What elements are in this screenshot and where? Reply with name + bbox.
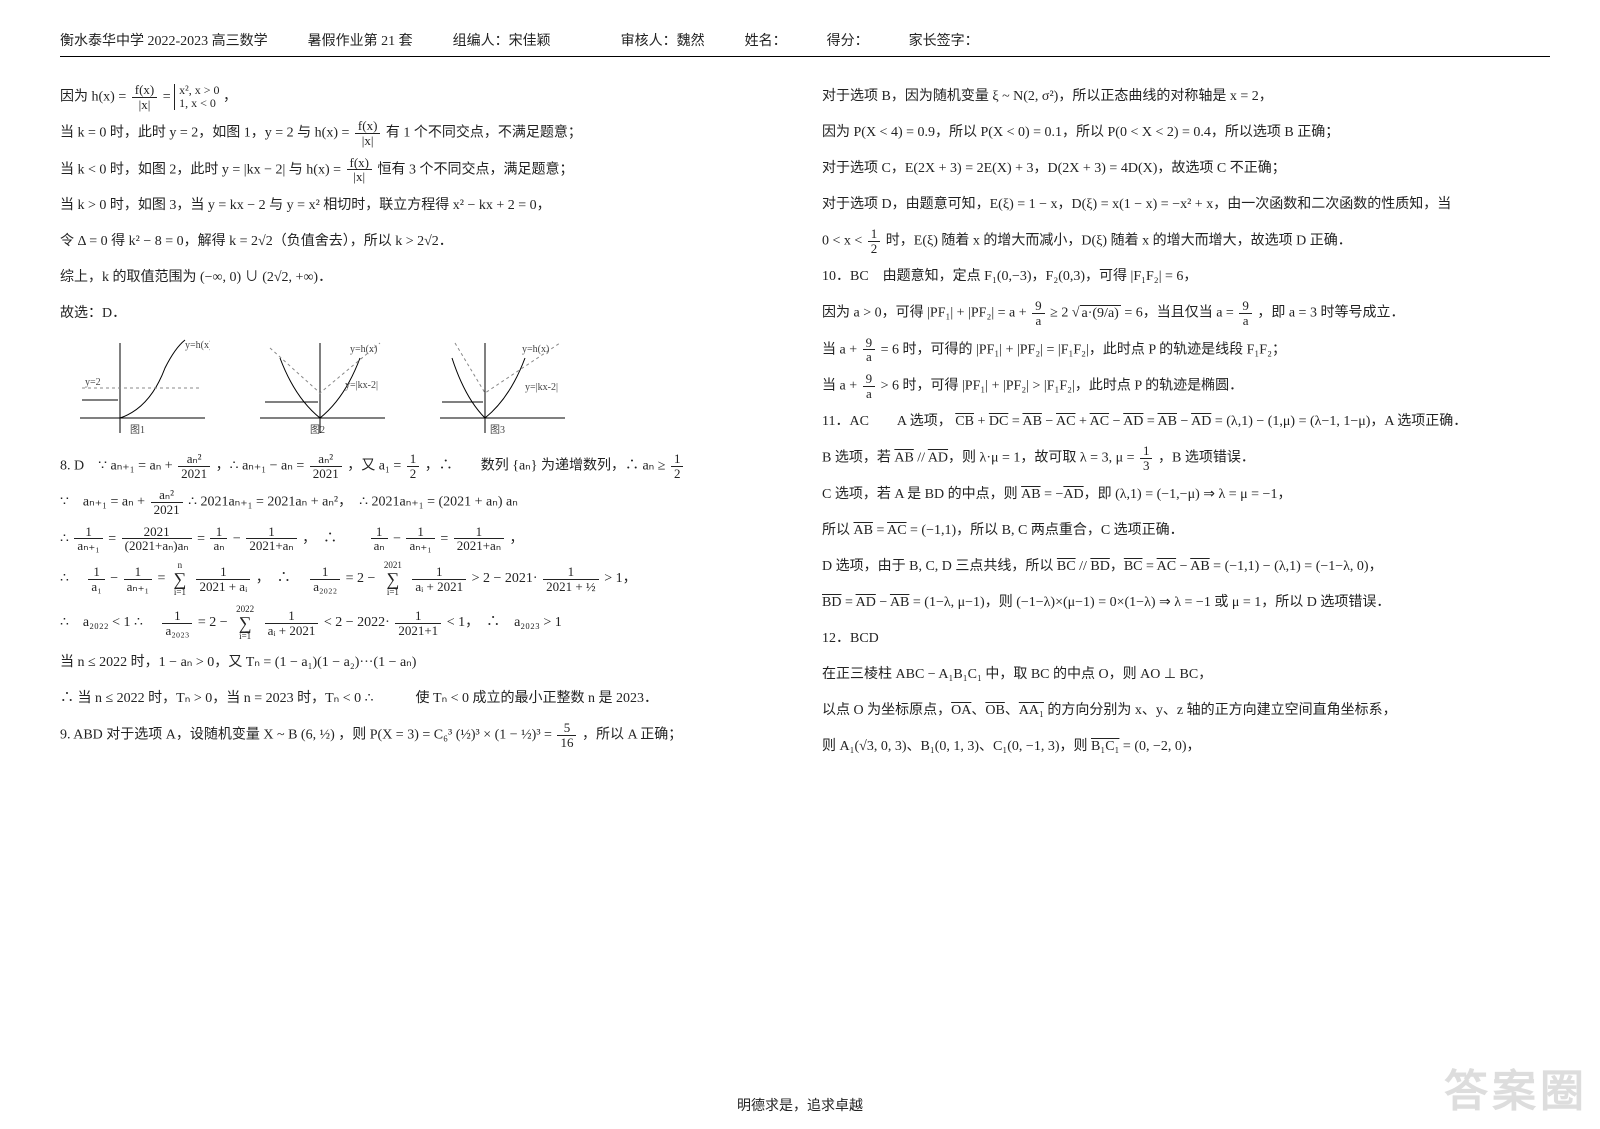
cases-brace: x², x > 0 1, x < 0	[174, 84, 219, 110]
right-r8: 当 a + 9a = 6 时，可得的 |PF₁| + |PF₂| = |F₁F₂…	[822, 336, 1550, 364]
right-r9: 当 a + 9a > 6 时，可得 |PF₁| + |PF₂| > |F₁F₂|…	[822, 372, 1550, 400]
page: 衡水泰华中学 2022-2023 高三数学 暑假作业第 21 套 组编人：宋佳颖…	[0, 0, 1600, 1129]
left-l5: 令 Δ = 0 得 k² − 8 = 0，解得 k = 2√2（负值舍去），所以…	[60, 228, 788, 256]
right-r11: B 选项，若 AB // AD，则 λ·μ = 1，故可取 λ = 3, μ =…	[822, 444, 1550, 472]
graph-1: y=h(x) y=2 图1	[70, 338, 210, 438]
svg-text:图3: 图3	[490, 424, 505, 436]
right-r16: 12．BCD	[822, 625, 1550, 653]
left-l11: ∴ 1a₁ − 1aₙ₊₁ = n∑i=1 12021 + aᵢ ， ∴ 1a₂…	[60, 561, 788, 597]
left-l10: ∴ 1aₙ₊₁ = 2021(2021+aₙ)aₙ = 1aₙ − 12021+…	[60, 525, 788, 553]
svg-text:y=h(x): y=h(x)	[522, 344, 549, 355]
right-r19: 则 A₁(√3, 0, 3)、B₁(0, 1, 3)、C₁(0, −1, 3)，…	[822, 733, 1550, 761]
left-l14: ∴ 当 n ≤ 2022 时，Tₙ > 0，当 n = 2023 时，Tₙ < …	[60, 685, 788, 713]
left-l9: ∵ aₙ₊₁ = aₙ + aₙ²2021 ∴ 2021aₙ₊₁ = 2021a…	[60, 488, 788, 516]
right-r6: 10．BC 由题意知，定点 F₁(0,−3)，F₂(0,3)，可得 |F₁F₂|…	[822, 263, 1550, 291]
left-l13: 当 n ≤ 2022 时，1 − aₙ > 0，又 Tₙ = (1 − a₁)(…	[60, 649, 788, 677]
reviewer: 审核人：魏然	[621, 30, 705, 50]
frac: f(x)|x|	[132, 83, 158, 111]
score-field: 得分：	[827, 30, 869, 50]
graph-3: y=h(x) y=|kx-2| 图3	[430, 338, 570, 438]
right-r17: 在正三棱柱 ABC − A₁B₁C₁ 中，取 BC 的中点 O，则 AO ⊥ B…	[822, 661, 1550, 689]
left-l4: 当 k > 0 时，如图 3，当 y = kx − 2 与 y = x² 相切时…	[60, 192, 788, 220]
right-r2: 因为 P(X < 4) = 0.9，所以 P(X < 0) = 0.1，所以 P…	[822, 119, 1550, 147]
assignment-title: 暑假作业第 21 套	[308, 30, 413, 50]
svg-text:y=|kx-2|: y=|kx-2|	[345, 380, 378, 391]
right-r4: 对于选项 D，由题意可知，E(ξ) = 1 − x，D(ξ) = x(1 − x…	[822, 191, 1550, 219]
left-l8: 8. D ∵ aₙ₊₁ = aₙ + aₙ²2021 ，∴ aₙ₊₁ − aₙ …	[60, 452, 788, 480]
left-l2: 当 k = 0 时，此时 y = 2，如图 1，y = 2 与 h(x) = f…	[60, 119, 788, 147]
name-field: 姓名：	[745, 30, 787, 50]
svg-text:y=|kx-2|: y=|kx-2|	[525, 382, 558, 393]
left-column: 因为 h(x) = f(x)|x| = x², x > 0 1, x < 0 ，…	[60, 75, 788, 769]
school-year: 衡水泰华中学 2022-2023 高三数学	[60, 30, 268, 50]
svg-text:y=h(x): y=h(x)	[350, 344, 377, 355]
columns: 因为 h(x) = f(x)|x| = x², x > 0 1, x < 0 ，…	[60, 75, 1550, 769]
right-r5: 0 < x < 12 时，E(ξ) 随着 x 的增大而减小，D(ξ) 随着 x …	[822, 227, 1550, 255]
left-l6: 综上，k 的取值范围为 (−∞, 0) ∪ (2√2, +∞)．	[60, 264, 788, 292]
graph-2: y=h(x) y=|kx-2| 图2	[250, 338, 390, 438]
right-r14: D 选项，由于 B, C, D 三点共线，所以 BC // BD，BC = AC…	[822, 553, 1550, 581]
left-l7: 故选：D．	[60, 300, 788, 328]
right-r15: BD = AD − AB = (1−λ, μ−1)，则 (−1−λ)×(μ−1)…	[822, 589, 1550, 617]
right-r18: 以点 O 为坐标原点，OA、OB、AA₁ 的方向分别为 x、y、z 轴的正方向建…	[822, 697, 1550, 725]
right-r13: 所以 AB = AC = (−1,1)，所以 B, C 两点重合，C 选项正确．	[822, 517, 1550, 545]
right-r1: 对于选项 B，因为随机变量 ξ ~ N(2, σ²)，所以正态曲线的对称轴是 x…	[822, 83, 1550, 111]
left-l15: 9. ABD 对于选项 A，设随机变量 X ~ B (6, ½) ，则 P(X …	[60, 721, 788, 749]
graphs-row: y=h(x) y=2 图1 y=h(x) y=|kx-2|	[70, 338, 788, 438]
footer-motto: 明德求是，追求卓越	[0, 1095, 1600, 1115]
right-r3: 对于选项 C，E(2X + 3) = 2E(X) + 3，D(2X + 3) =…	[822, 155, 1550, 183]
svg-text:图1: 图1	[130, 424, 145, 436]
right-r7: 因为 a > 0，可得 |PF₁| + |PF₂| = a + 9a ≥ 2 √…	[822, 299, 1550, 327]
svg-text:y=2: y=2	[85, 377, 101, 388]
compiler: 组编人：宋佳颖	[453, 30, 551, 50]
svg-text:图2: 图2	[310, 424, 325, 436]
left-l3: 当 k < 0 时，如图 2，此时 y = |kx − 2| 与 h(x) = …	[60, 156, 788, 184]
right-column: 对于选项 B，因为随机变量 ξ ~ N(2, σ²)，所以正态曲线的对称轴是 x…	[822, 75, 1550, 769]
left-l1: 因为 h(x) = f(x)|x| = x², x > 0 1, x < 0 ，	[60, 83, 788, 111]
right-r10: 11．AC A 选项， CB + DC = AB − AC + AC − AD …	[822, 408, 1550, 436]
parent-sign-field: 家长签字：	[909, 30, 979, 50]
right-r12: C 选项，若 A 是 BD 的中点，则 AB = −AD，即 (λ,1) = (…	[822, 481, 1550, 509]
svg-text:y=h(x): y=h(x)	[185, 340, 210, 351]
left-l12: ∴ a₂₀₂₂ < 1 ∴ 1a₂₀₂₃ = 2 − 2022∑i=1 1aᵢ …	[60, 605, 788, 641]
header: 衡水泰华中学 2022-2023 高三数学 暑假作业第 21 套 组编人：宋佳颖…	[60, 30, 1550, 57]
